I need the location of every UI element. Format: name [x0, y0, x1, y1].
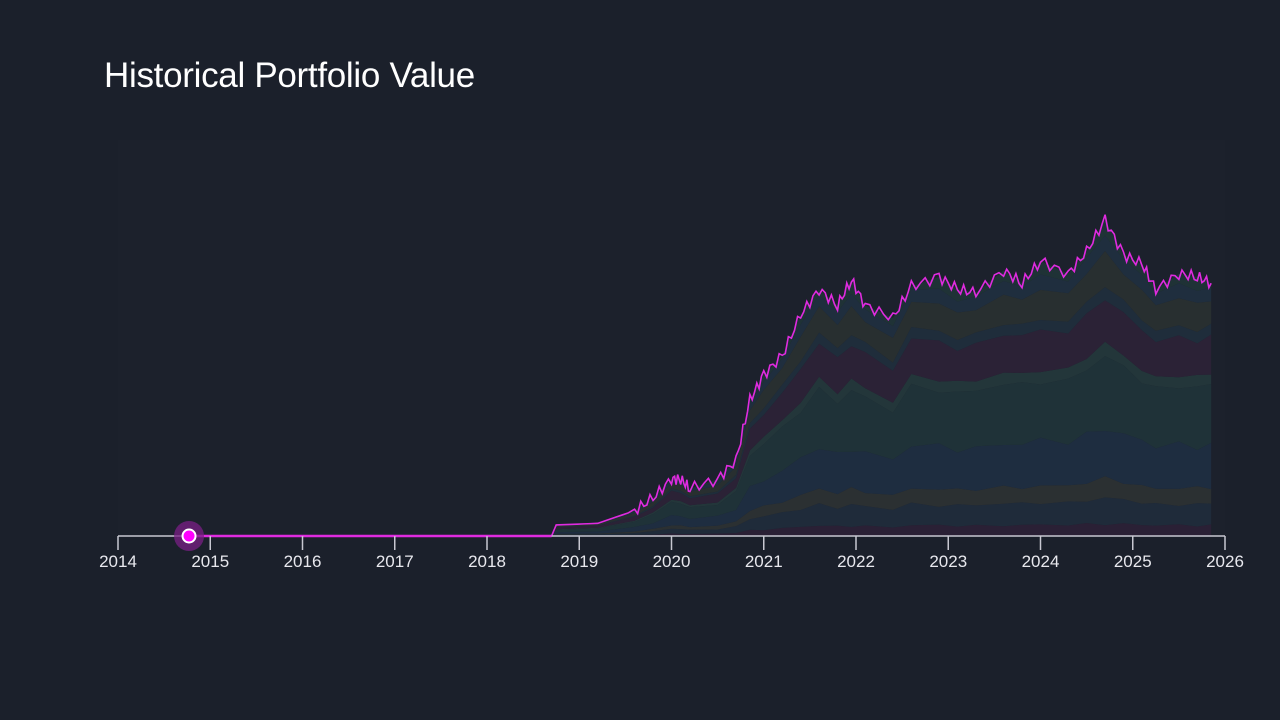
x-tick-label: 2023 [929, 552, 967, 571]
x-tick-label: 2026 [1206, 552, 1244, 571]
x-tick-label: 2014 [99, 552, 137, 571]
x-axis: 2014 2015 2016 2017 2018 2019 2020 2021 2022 2023… [99, 534, 1244, 571]
x-tick-label: 2018 [468, 552, 506, 571]
x-tick-label: 2015 [191, 552, 229, 571]
x-tick-label: 2022 [837, 552, 875, 571]
stack-area-9 [189, 235, 1212, 536]
stack-area-3 [189, 430, 1212, 536]
marker-dot[interactable] [181, 528, 197, 544]
x-tick-label: 2021 [745, 552, 783, 571]
x-tick-label: 2016 [284, 552, 322, 571]
x-tick-label: 2019 [560, 552, 598, 571]
stack-area-0 [189, 523, 1212, 536]
stack-area-6 [189, 300, 1212, 536]
stack-area-4 [189, 356, 1212, 536]
stack-area-1 [189, 497, 1212, 536]
stack-area-10 [189, 220, 1212, 536]
x-tick-label: 2020 [653, 552, 691, 571]
stack-area-5 [189, 341, 1212, 536]
stack-area-7 [189, 287, 1212, 536]
x-tick-label: 2025 [1114, 552, 1152, 571]
stack-area-2 [189, 476, 1212, 536]
chart-title: Historical Portfolio Value [104, 56, 475, 95]
total-value-line [189, 214, 1212, 537]
x-tick-label: 2024 [1022, 552, 1060, 571]
x-tick-label: 2017 [376, 552, 414, 571]
current-point-marker[interactable] [174, 521, 205, 551]
stack-area-8 [189, 250, 1212, 536]
stacked-areas [189, 220, 1212, 536]
